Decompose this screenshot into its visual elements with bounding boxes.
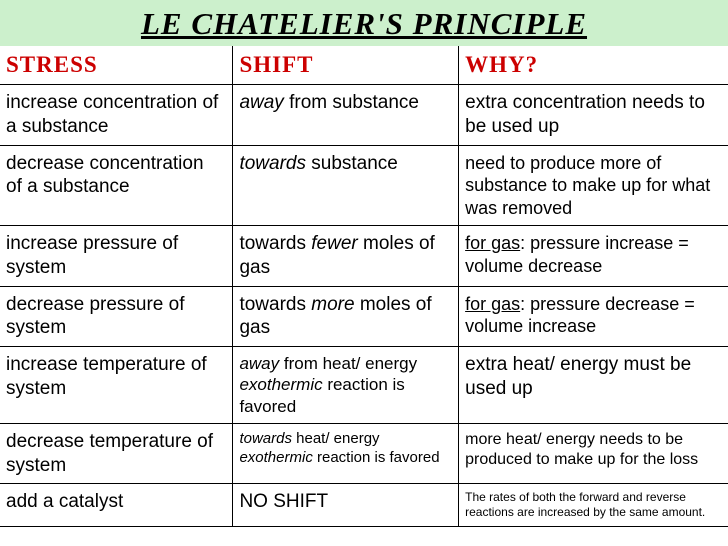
table-row: increase temperature of systemaway from … bbox=[0, 347, 728, 424]
principle-table: STRESS SHIFT WHY? increase concentration… bbox=[0, 46, 728, 527]
cell-shift: NO SHIFT bbox=[233, 484, 459, 527]
table-row: decrease concentration of a substancetow… bbox=[0, 145, 728, 226]
cell-shift: away from substance bbox=[233, 85, 459, 146]
cell-stress: increase temperature of system bbox=[0, 347, 233, 424]
cell-why: extra concentration needs to be used up bbox=[459, 85, 728, 146]
header-stress: STRESS bbox=[0, 46, 233, 85]
header-shift: SHIFT bbox=[233, 46, 459, 85]
table-row: decrease temperature of systemtowards he… bbox=[0, 423, 728, 484]
cell-stress: increase pressure of system bbox=[0, 226, 233, 287]
table-row: add a catalystNO SHIFTThe rates of both … bbox=[0, 484, 728, 527]
table-header-row: STRESS SHIFT WHY? bbox=[0, 46, 728, 85]
cell-stress: increase concentration of a substance bbox=[0, 85, 233, 146]
cell-why: more heat/ energy needs to be produced t… bbox=[459, 423, 728, 484]
table-row: decrease pressure of systemtowards more … bbox=[0, 286, 728, 347]
cell-why: need to produce more of substance to mak… bbox=[459, 145, 728, 226]
cell-shift: towards substance bbox=[233, 145, 459, 226]
header-why: WHY? bbox=[459, 46, 728, 85]
cell-stress: decrease temperature of system bbox=[0, 423, 233, 484]
cell-shift: towards fewer moles of gas bbox=[233, 226, 459, 287]
page-title: LE CHATELIER'S PRINCIPLE bbox=[0, 0, 728, 46]
cell-stress: add a catalyst bbox=[0, 484, 233, 527]
cell-why: for gas: pressure decrease = volume incr… bbox=[459, 286, 728, 347]
table-row: increase pressure of systemtowards fewer… bbox=[0, 226, 728, 287]
cell-shift: towards heat/ energyexothermic reaction … bbox=[233, 423, 459, 484]
cell-why: for gas: pressure increase = volume decr… bbox=[459, 226, 728, 287]
cell-shift: away from heat/ energyexothermic reactio… bbox=[233, 347, 459, 424]
cell-why: The rates of both the forward and revers… bbox=[459, 484, 728, 527]
table-row: increase concentration of a substanceawa… bbox=[0, 85, 728, 146]
cell-why: extra heat/ energy must be used up bbox=[459, 347, 728, 424]
cell-stress: decrease pressure of system bbox=[0, 286, 233, 347]
cell-shift: towards more moles of gas bbox=[233, 286, 459, 347]
cell-stress: decrease concentration of a substance bbox=[0, 145, 233, 226]
